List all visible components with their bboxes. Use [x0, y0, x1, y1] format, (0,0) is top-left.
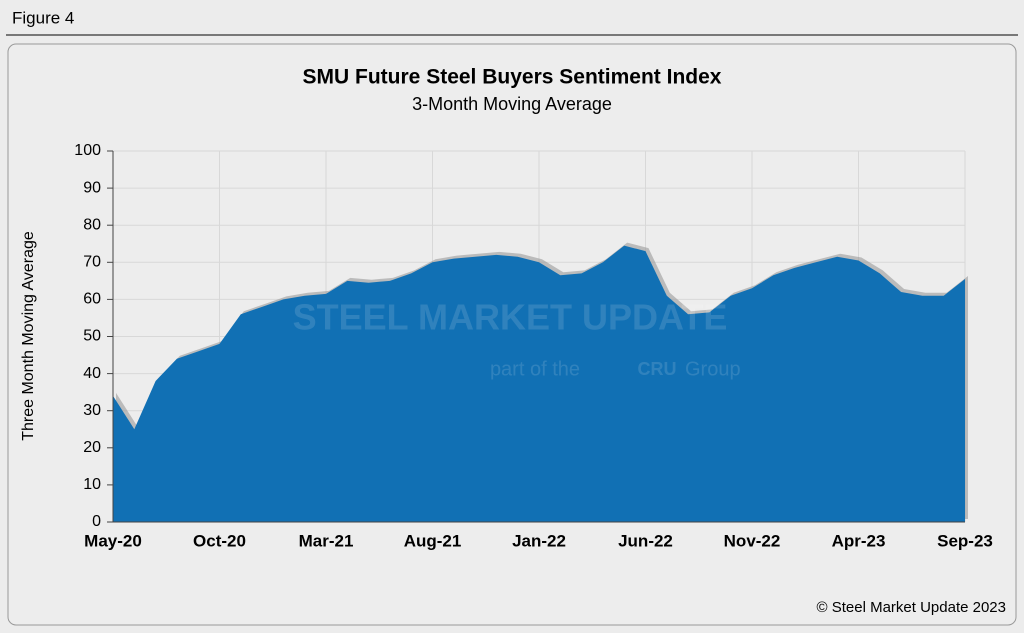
y-tick-label: 60 [83, 291, 101, 308]
y-tick-label: 80 [83, 216, 101, 233]
copyright: © Steel Market Update 2023 [817, 599, 1007, 616]
plot: 0 10 20 30 40 50 60 70 80 90 100 May-20 Oct-20 Mar-21… [74, 142, 993, 550]
x-tick-label: Aug-21 [404, 531, 462, 550]
x-tick-label: Oct-20 [193, 531, 246, 550]
chart-title: SMU Future Steel Buyers Sentiment Index [303, 66, 722, 89]
y-tick-label: 0 [92, 513, 101, 530]
x-tick-label: May-20 [84, 531, 142, 550]
y-tick-label: 10 [83, 476, 101, 493]
area [113, 245, 965, 523]
x-tick-label: Jun-22 [618, 531, 673, 550]
y-tick-label: 20 [83, 439, 101, 456]
y-tick-label: 70 [83, 254, 101, 271]
y-tick-label: 90 [83, 179, 101, 196]
y-tick-label: 50 [83, 328, 101, 345]
x-tick-label: Apr-23 [832, 531, 886, 550]
y-tick-label: 30 [83, 402, 101, 419]
x-tick-label: Jan-22 [512, 531, 566, 550]
figure-label: Figure 4 [12, 8, 74, 27]
watermark-brand: STEEL MARKET UPDATE [293, 297, 728, 338]
watermark-logo: CRU [638, 359, 677, 379]
watermark-tagline-end: Group [685, 358, 741, 380]
x-tick-label: Nov-22 [724, 531, 781, 550]
x-tick-label: Mar-21 [299, 531, 354, 550]
y-tick-label: 40 [83, 365, 101, 382]
x-tick-label: Sep-23 [937, 531, 993, 550]
watermark-tagline: part of the [490, 358, 580, 380]
y-tick-label: 100 [74, 142, 101, 159]
watermark: STEEL MARKET UPDATE part of the CRU Grou… [293, 297, 741, 381]
chart-subtitle: 3-Month Moving Average [412, 94, 612, 114]
y-axis-label: Three Month Moving Average [20, 231, 37, 441]
